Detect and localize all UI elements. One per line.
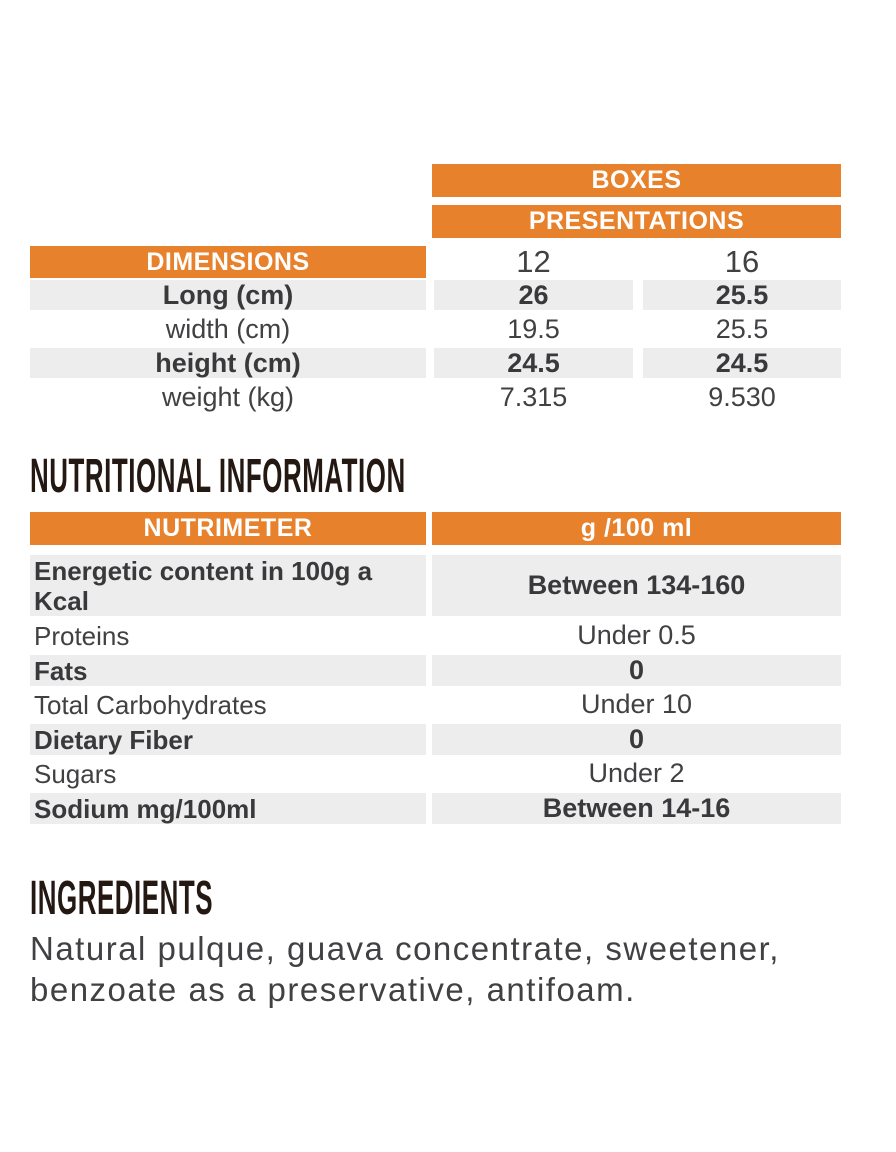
table-row: Energetic content in 100g a Kcal Between…: [30, 555, 841, 616]
row-label: Long (cm): [30, 280, 426, 310]
nutrient-value: Under 10: [580, 689, 693, 719]
row-label: width (cm): [165, 313, 291, 344]
table-row: Dietary Fiber 0: [30, 724, 841, 755]
g-per-100ml-header-label: g /100 ml: [580, 514, 693, 542]
nutritional-information-heading: NUTRITIONAL INFORMATION: [30, 450, 406, 503]
nutrient-label: Proteins: [34, 620, 130, 651]
nutrient-value: 0: [432, 655, 841, 686]
boxes-header-label: BOXES: [591, 166, 682, 194]
row-value-16: 9.530: [708, 382, 776, 412]
row-value-16: 24.5: [643, 348, 841, 378]
row-value-16: 25.5: [643, 280, 841, 310]
presentation-column-16: 16: [724, 244, 760, 279]
row-value-12: 24.5: [434, 348, 633, 378]
row-value-12: 26: [434, 280, 633, 310]
presentations-header-label: PRESENTATIONS: [528, 207, 745, 235]
table-row: Fats 0: [30, 655, 841, 686]
nutrient-value: Under 2: [588, 758, 685, 788]
dimensions-header-bar: DIMENSIONS: [30, 246, 426, 278]
table-row: height (cm) 24.5 24.5: [30, 348, 841, 378]
g-per-100ml-header-bar: g /100 ml: [432, 512, 841, 545]
nutrient-label: Total Carbohydrates: [34, 689, 267, 720]
nutrimeter-header-bar: NUTRIMETER: [30, 512, 426, 545]
dimensions-header-label: DIMENSIONS: [146, 247, 310, 276]
table-row: Proteins Under 0.5: [30, 620, 841, 651]
row-value-12: 19.5: [507, 313, 560, 344]
row-label: height (cm): [30, 348, 426, 378]
presentations-header-bar: PRESENTATIONS: [432, 205, 841, 238]
row-label: weight (kg): [161, 382, 295, 412]
table-row: weight (kg) 7.315 9.530: [30, 382, 841, 413]
presentation-column-12: 12: [516, 244, 551, 279]
nutrient-value: Between 134-160: [432, 555, 841, 616]
nutrient-label: Sodium mg/100ml: [30, 793, 426, 824]
row-value-12: 7.315: [499, 382, 568, 412]
table-row: Long (cm) 26 25.5: [30, 280, 841, 310]
row-value-16: 25.5: [715, 313, 769, 344]
nutrient-label: Fats: [30, 655, 426, 686]
ingredients-heading: INGREDIENTS: [30, 872, 214, 925]
nutrient-label: Energetic content in 100g a Kcal: [30, 555, 426, 616]
nutrient-value: Between 14-16: [432, 793, 841, 824]
table-row: Sodium mg/100ml Between 14-16: [30, 793, 841, 824]
nutrient-value: 0: [432, 724, 841, 755]
boxes-header-bar: BOXES: [432, 164, 841, 197]
table-row: Sugars Under 2: [30, 758, 841, 789]
presentation-columns-row: 12 16: [434, 244, 841, 279]
table-row: width (cm) 19.5 25.5: [30, 314, 841, 344]
nutrimeter-header-label: NUTRIMETER: [143, 514, 313, 542]
nutrient-label: Sugars: [34, 758, 117, 789]
ingredients-text: Natural pulque, guava concentrate, sweet…: [30, 930, 780, 1008]
nutrient-value: Under 0.5: [577, 620, 696, 650]
table-row: Total Carbohydrates Under 10: [30, 689, 841, 720]
nutrient-label: Dietary Fiber: [30, 724, 426, 755]
